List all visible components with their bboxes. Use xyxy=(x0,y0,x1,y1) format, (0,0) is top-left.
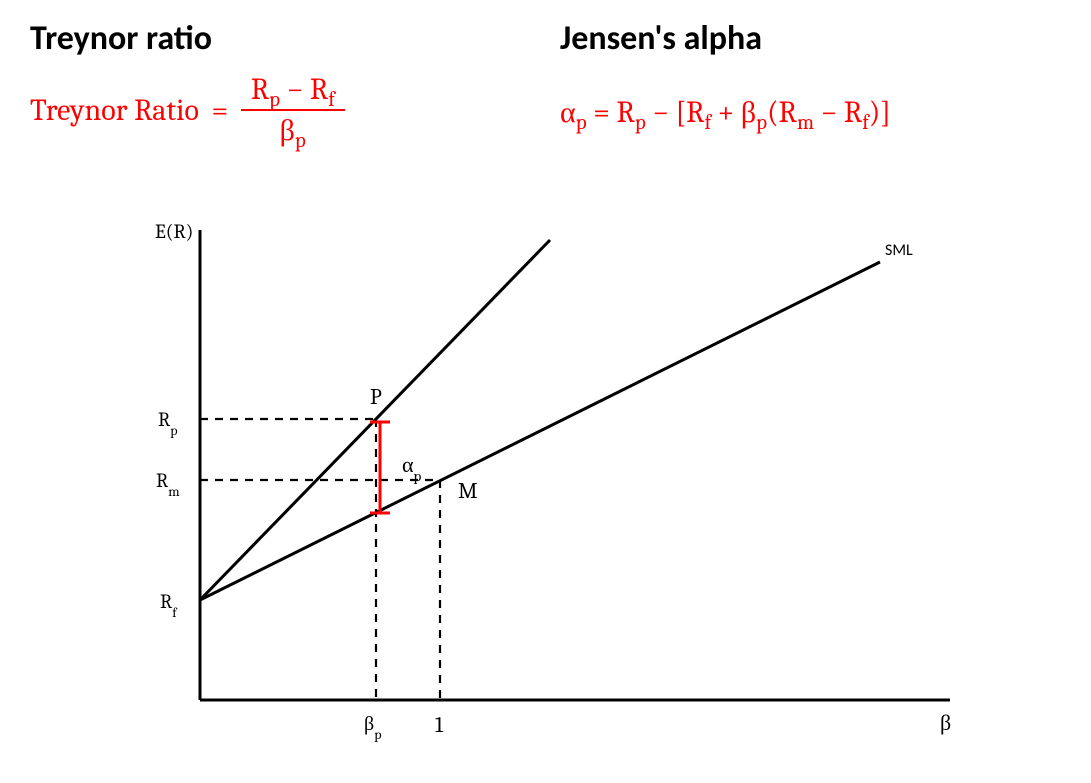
equals-sign: = xyxy=(205,93,234,128)
treynor-denominator: βp xyxy=(241,109,345,148)
sml-chart: E(R)βSMLRpRmRfβp1PMαp xyxy=(80,200,980,760)
jensen-expression: αp = Rp − [Rf + βp(Rm − Rf)] xyxy=(560,95,891,130)
heading-jensen: Jensen's alpha xyxy=(560,18,762,59)
treynor-label: Treynor Ratio xyxy=(30,93,199,128)
treynor-fraction: Rp − Rf βp xyxy=(241,72,345,148)
sml-line xyxy=(200,262,880,600)
y-tick-rp: Rp xyxy=(158,408,178,439)
point-p-label: P xyxy=(370,384,382,410)
x-tick-betap: βp xyxy=(364,712,381,743)
y-tick-rf: Rf xyxy=(160,590,178,621)
point-m-label: M xyxy=(458,478,478,504)
page: Treynor ratio Jensen's alpha Treynor Rat… xyxy=(0,0,1091,783)
x-axis-label: β xyxy=(940,710,951,736)
x-tick-1: 1 xyxy=(435,712,444,738)
heading-treynor: Treynor ratio xyxy=(30,18,212,59)
formula-jensen: αp = Rp − [Rf + βp(Rm − Rf)] xyxy=(560,95,891,130)
y-tick-rm: Rm xyxy=(156,469,180,500)
sml-label: SML xyxy=(885,241,913,260)
y-axis-label: E(R) xyxy=(155,220,193,243)
formula-treynor: Treynor Ratio = Rp − Rf βp xyxy=(30,72,345,148)
treynor-numerator: Rp − Rf xyxy=(241,72,345,109)
